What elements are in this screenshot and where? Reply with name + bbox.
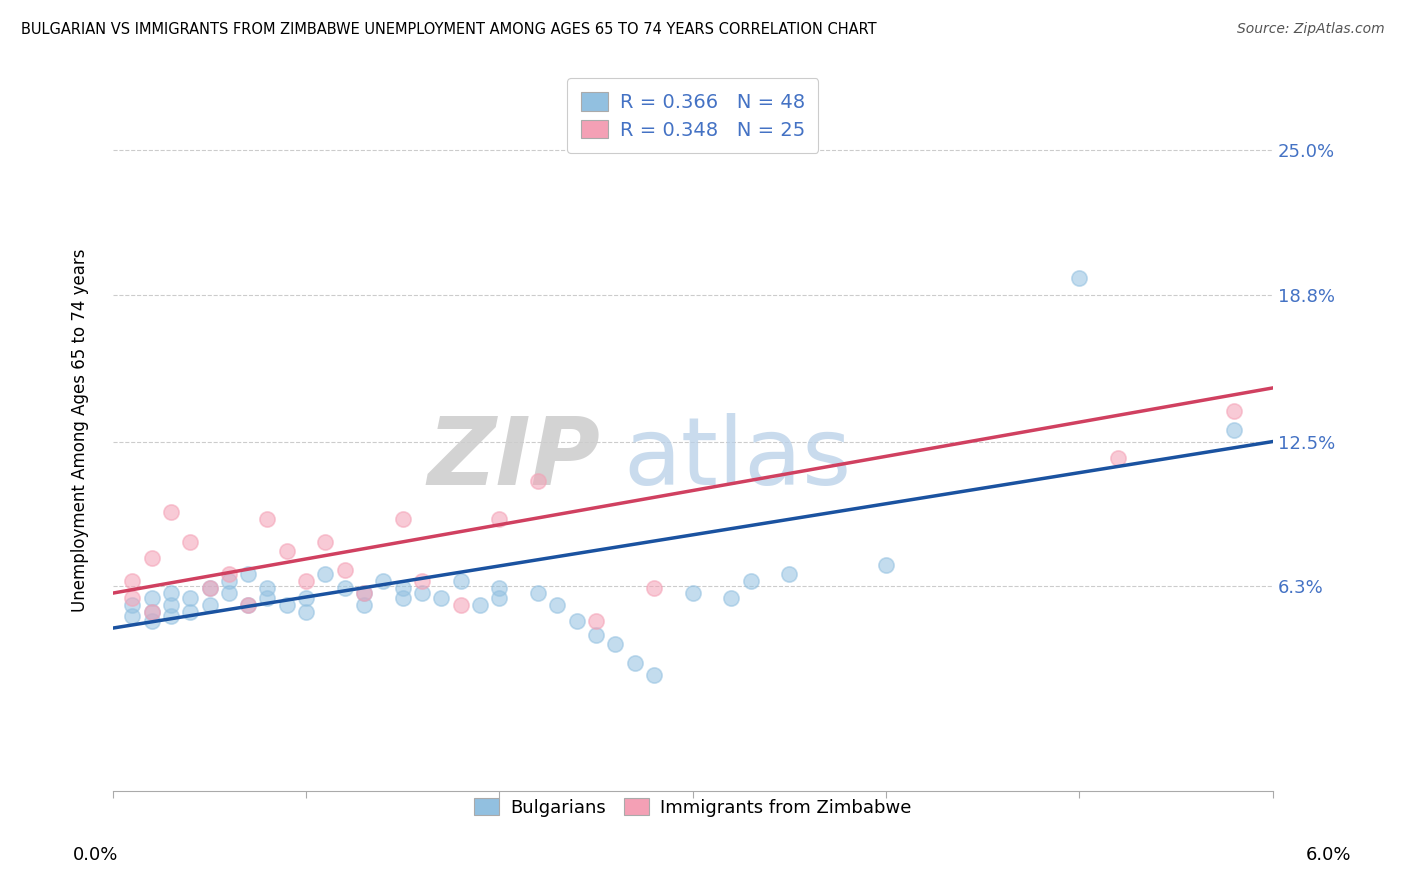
Point	[160, 586, 183, 600]
Point	[160, 504, 183, 518]
Point	[488, 511, 510, 525]
Point	[585, 614, 607, 628]
Point	[141, 605, 163, 619]
Point	[218, 567, 240, 582]
Point	[778, 567, 800, 582]
Point	[179, 605, 201, 619]
Point	[430, 591, 453, 605]
Point	[643, 667, 665, 681]
Point	[468, 598, 491, 612]
Point	[1107, 450, 1129, 465]
Point	[546, 598, 568, 612]
Point	[276, 598, 298, 612]
Point	[295, 591, 318, 605]
Text: 0.0%: 0.0%	[73, 846, 118, 863]
Point	[256, 582, 278, 596]
Point	[373, 574, 395, 589]
Point	[160, 598, 183, 612]
Point	[218, 574, 240, 589]
Point	[353, 598, 375, 612]
Point	[276, 544, 298, 558]
Point	[605, 637, 627, 651]
Point	[295, 605, 318, 619]
Point	[141, 605, 163, 619]
Text: Source: ZipAtlas.com: Source: ZipAtlas.com	[1237, 22, 1385, 37]
Point	[238, 598, 260, 612]
Legend: Bulgarians, Immigrants from Zimbabwe: Bulgarians, Immigrants from Zimbabwe	[465, 789, 921, 826]
Point	[121, 591, 143, 605]
Point	[488, 591, 510, 605]
Point	[875, 558, 897, 573]
Point	[160, 609, 183, 624]
Text: atlas: atlas	[623, 413, 852, 505]
Point	[1069, 271, 1091, 285]
Point	[198, 582, 221, 596]
Point	[1223, 404, 1246, 418]
Point	[295, 574, 318, 589]
Point	[411, 586, 433, 600]
Point	[391, 582, 413, 596]
Point	[179, 534, 201, 549]
Point	[623, 656, 645, 670]
Point	[391, 591, 413, 605]
Text: ZIP: ZIP	[427, 413, 600, 505]
Point	[141, 591, 163, 605]
Point	[1223, 423, 1246, 437]
Point	[682, 586, 704, 600]
Point	[256, 511, 278, 525]
Point	[238, 598, 260, 612]
Point	[450, 574, 472, 589]
Y-axis label: Unemployment Among Ages 65 to 74 years: Unemployment Among Ages 65 to 74 years	[72, 248, 89, 612]
Point	[353, 586, 375, 600]
Point	[238, 567, 260, 582]
Point	[198, 598, 221, 612]
Point	[179, 591, 201, 605]
Point	[740, 574, 762, 589]
Point	[450, 598, 472, 612]
Point	[141, 551, 163, 566]
Point	[314, 534, 336, 549]
Point	[585, 628, 607, 642]
Text: 6.0%: 6.0%	[1306, 846, 1351, 863]
Text: BULGARIAN VS IMMIGRANTS FROM ZIMBABWE UNEMPLOYMENT AMONG AGES 65 TO 74 YEARS COR: BULGARIAN VS IMMIGRANTS FROM ZIMBABWE UN…	[21, 22, 877, 37]
Point	[527, 474, 550, 488]
Point	[121, 609, 143, 624]
Point	[333, 563, 356, 577]
Point	[720, 591, 742, 605]
Point	[391, 511, 413, 525]
Point	[256, 591, 278, 605]
Point	[333, 582, 356, 596]
Point	[411, 574, 433, 589]
Point	[314, 567, 336, 582]
Point	[527, 586, 550, 600]
Point	[121, 598, 143, 612]
Point	[353, 586, 375, 600]
Point	[488, 582, 510, 596]
Point	[141, 614, 163, 628]
Point	[565, 614, 588, 628]
Point	[218, 586, 240, 600]
Point	[662, 131, 685, 145]
Point	[643, 582, 665, 596]
Point	[198, 582, 221, 596]
Point	[121, 574, 143, 589]
